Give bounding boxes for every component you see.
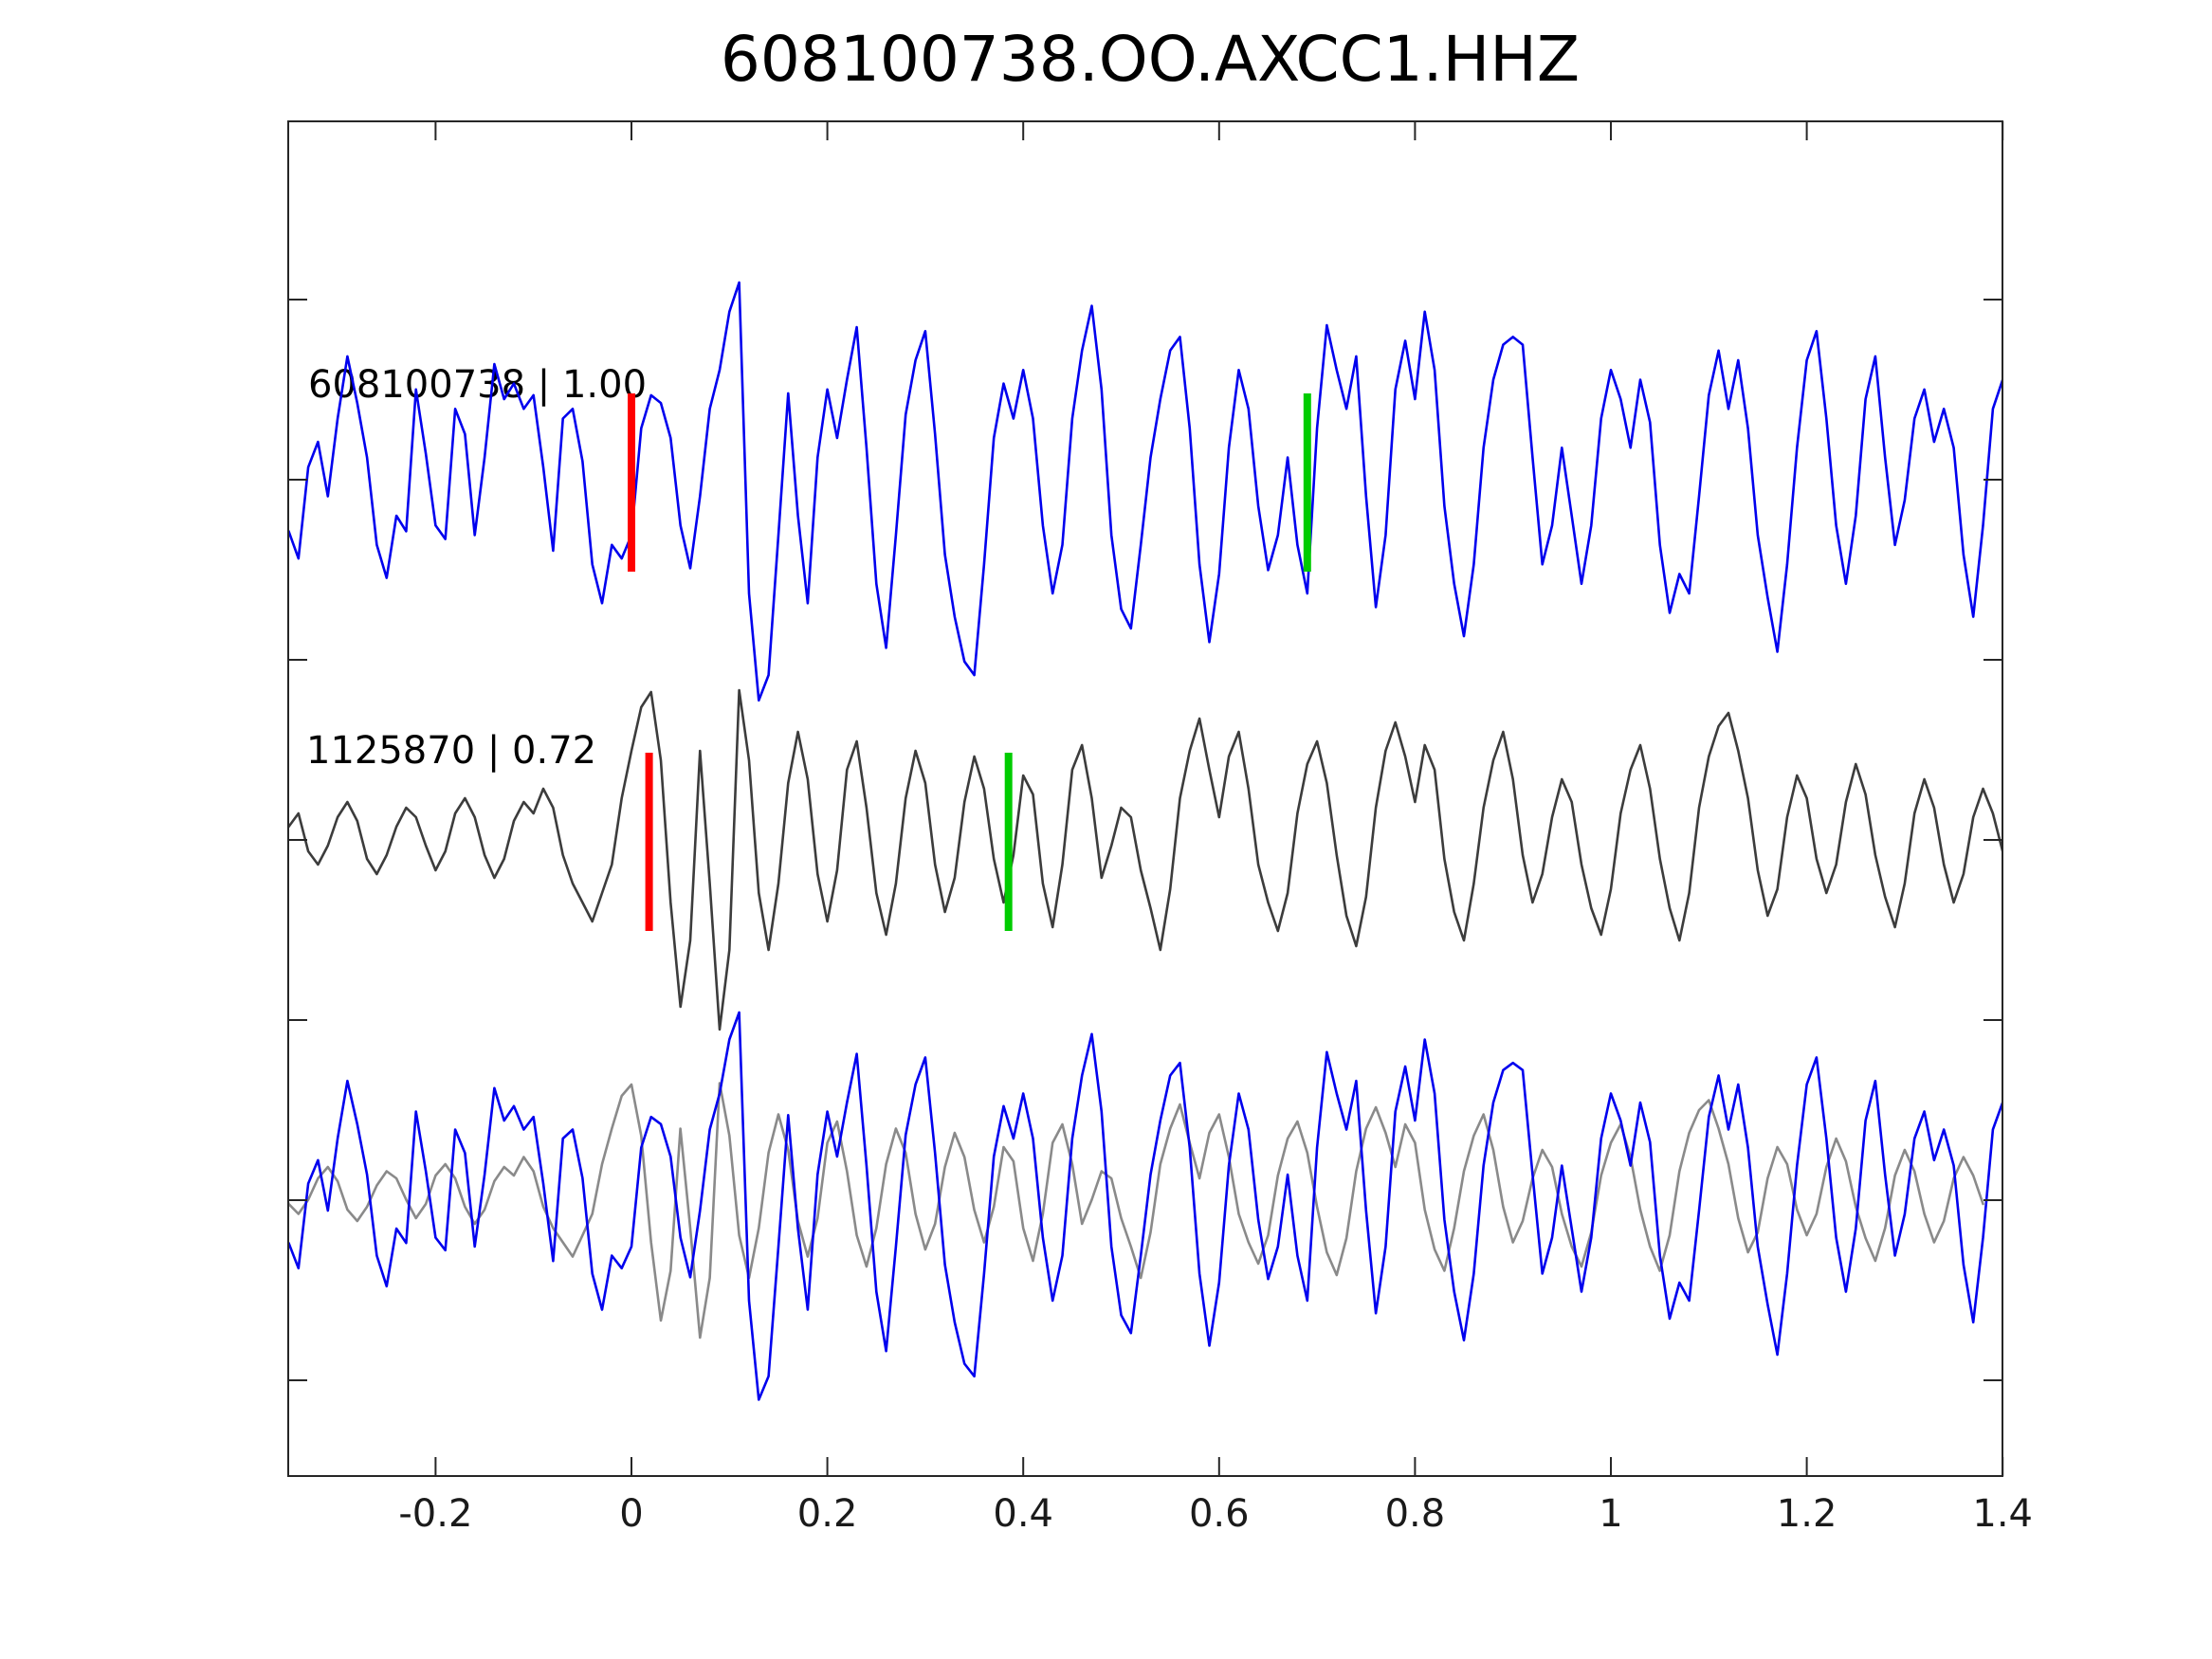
x-tick-label: 1 [1599,1492,1623,1536]
x-tick-label: 1.2 [1776,1492,1837,1536]
x-tick-label: 0.6 [1188,1492,1250,1536]
x-tick-label: 0.8 [1384,1492,1446,1536]
trace-label-detection: 608100738 | 1.00 [308,363,648,407]
trace-overlay-608100738 [288,1011,2002,1401]
x-tick-label: 0.2 [796,1492,858,1536]
x-tick-label: 0 [619,1492,644,1536]
pick-marker-s-pick [1303,393,1311,572]
pick-marker-s-pick [1004,753,1013,931]
plot-title: 608100738.OO.AXCC1.HHZ [720,23,1581,96]
x-tick-label: 1.4 [1972,1492,2033,1536]
x-tick-label: 0.4 [993,1492,1053,1536]
pick-marker-p-pick [645,753,653,931]
trace-label-template: 1125870 | 0.72 [306,729,597,773]
trace-detection-trace-608100738 [288,281,2002,702]
axis-ticks [288,121,2004,1476]
x-tick-label: -0.2 [398,1492,473,1536]
trace-template-trace-1125870 [288,688,2002,1031]
pick-marker-p-pick [628,393,635,572]
